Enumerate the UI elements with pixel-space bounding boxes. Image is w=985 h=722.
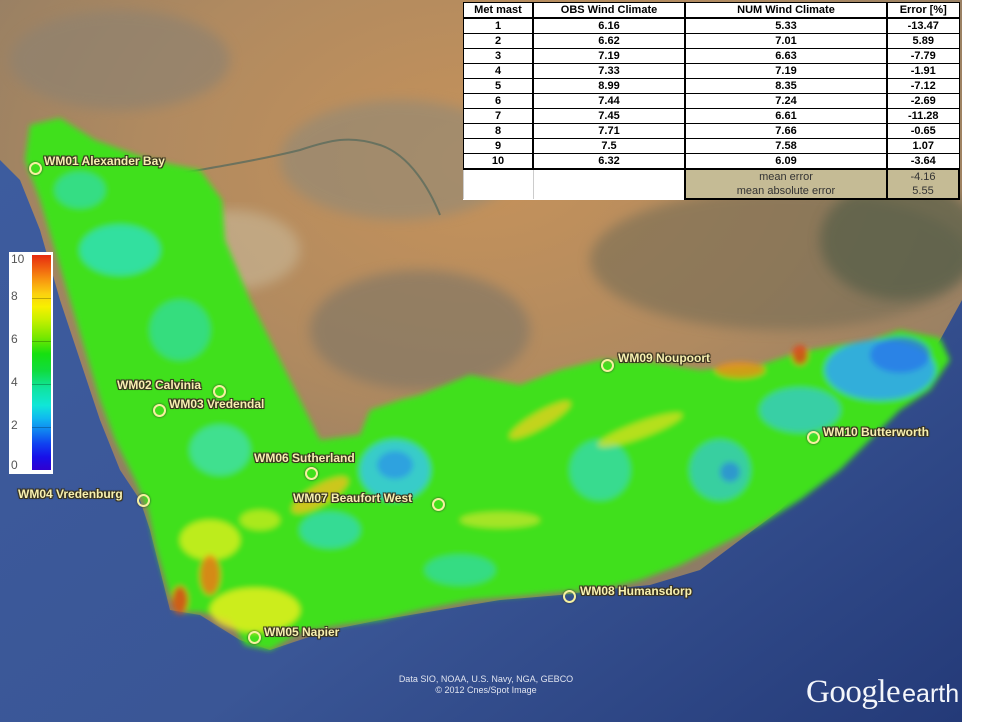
cell-mast: 7 [463,108,534,124]
column-header: Error [%] [886,2,960,19]
cell-mast: 10 [463,153,534,170]
cell-obs: 6.62 [532,33,686,49]
summary-row-mean-error: mean error -4.16 [463,169,960,184]
placemark-label[interactable]: WM07 Beaufort West [293,491,413,505]
placemark-icon[interactable] [213,385,226,398]
cell-num: 8.35 [684,78,888,94]
logo-product: earth [902,680,960,708]
table-row: 9 7.5 7.58 1.07 [463,138,960,154]
cell-mast: 6 [463,93,534,109]
table-row: 4 7.33 7.19 -1.91 [463,63,960,79]
cell-error: -7.12 [886,78,960,94]
placemark-label[interactable]: WM09 Noupoort [618,351,710,365]
cell-mast: 5 [463,78,534,94]
cell-error: -0.65 [886,123,960,139]
cell-error: 1.07 [886,138,960,154]
cell-mast: 4 [463,63,534,79]
cell-num: 7.19 [684,63,888,79]
table-row: 6 7.44 7.24 -2.69 [463,93,960,109]
legend-tick: 4 [11,375,18,389]
placemark-icon[interactable] [601,359,614,372]
table-row: 7 7.45 6.61 -11.28 [463,108,960,124]
table-header-row: Met mast OBS Wind Climate NUM Wind Clima… [463,2,960,19]
legend-tick: 6 [11,332,18,346]
placemark-icon[interactable] [29,162,42,175]
cell-num: 5.33 [684,17,888,34]
placemark-label[interactable]: WM04 Vredenburg [18,487,123,501]
placemark-label[interactable]: WM10 Butterworth [823,425,929,439]
table-row: 1 6.16 5.33 -13.47 [463,17,960,34]
placemark-label[interactable]: WM06 Sutherland [254,451,355,465]
cell-num: 7.66 [684,123,888,139]
cell-mast: 3 [463,48,534,64]
cell-error: 5.89 [886,33,960,49]
cell-error: -11.28 [886,108,960,124]
summary-value: 5.55 [886,184,960,200]
cell-obs: 7.5 [532,138,686,154]
google-earth-logo: Googleearth [806,674,959,711]
table-row: 8 7.71 7.66 -0.65 [463,123,960,139]
summary-label: mean absolute error [684,184,888,200]
table-row: 5 8.99 8.35 -7.12 [463,78,960,94]
cell-num: 6.09 [684,153,888,170]
placemark-icon[interactable] [248,631,261,644]
cell-error: -2.69 [886,93,960,109]
cell-mast: 9 [463,138,534,154]
placemark-label[interactable]: WM03 Vredendal [169,397,265,411]
cell-error: -13.47 [886,17,960,34]
cell-num: 7.58 [684,138,888,154]
cell-obs: 7.19 [532,48,686,64]
placemark-label[interactable]: WM02 Calvinia [117,378,202,392]
cell-mast: 1 [463,17,534,34]
placemark-icon[interactable] [807,431,820,444]
wind-climate-comparison-table: Met mast OBS Wind Climate NUM Wind Clima… [463,2,960,200]
placemark-label[interactable]: WM01 Alexander Bay [44,154,165,168]
legend-tick: 8 [11,289,18,303]
attribution-line: © 2012 Cnes/Spot Image [435,685,537,695]
cell-error: -1.91 [886,63,960,79]
placemark-icon[interactable] [563,590,576,603]
summary-row-mean-absolute-error: mean absolute error 5.55 [463,184,960,200]
placemark-icon[interactable] [305,467,318,480]
cell-num: 6.61 [684,108,888,124]
column-header: Met mast [463,2,534,19]
cell-obs: 7.44 [532,93,686,109]
placemark-label[interactable]: WM05 Napier [264,625,340,639]
placemark-icon[interactable] [137,494,150,507]
summary-label: mean error [684,169,888,184]
map-attribution: Data SIO, NOAA, U.S. Navy, NGA, GEBCO © … [386,674,586,696]
cell-mast: 2 [463,33,534,49]
cell-num: 7.24 [684,93,888,109]
placemark-icon[interactable] [432,498,445,511]
cell-obs: 6.16 [532,17,686,34]
column-header: NUM Wind Climate [684,2,888,19]
placemark-icon[interactable] [153,404,166,417]
summary-value: -4.16 [886,169,960,184]
cell-obs: 8.99 [532,78,686,94]
cell-num: 7.01 [684,33,888,49]
wind-speed-legend: 10 8 6 4 2 0 [9,252,53,474]
cell-error: -7.79 [886,48,960,64]
table-row: 10 6.32 6.09 -3.64 [463,153,960,170]
legend-tick: 2 [11,418,18,432]
logo-brand: Google [806,674,901,710]
cell-obs: 7.45 [532,108,686,124]
legend-tick: 0 [11,458,18,472]
cell-error: -3.64 [886,153,960,170]
cell-obs: 7.33 [532,63,686,79]
column-header: OBS Wind Climate [532,2,686,19]
placemark-label[interactable]: WM08 Humansdorp [580,584,693,598]
cell-num: 6.63 [684,48,888,64]
table-row: 3 7.19 6.63 -7.79 [463,48,960,64]
legend-colorbar [32,255,51,470]
cell-obs: 7.71 [532,123,686,139]
legend-tick: 10 [11,252,25,266]
attribution-line: Data SIO, NOAA, U.S. Navy, NGA, GEBCO [398,674,574,684]
table-row: 2 6.62 7.01 5.89 [463,33,960,49]
cell-mast: 8 [463,123,534,139]
cell-obs: 6.32 [532,153,686,170]
